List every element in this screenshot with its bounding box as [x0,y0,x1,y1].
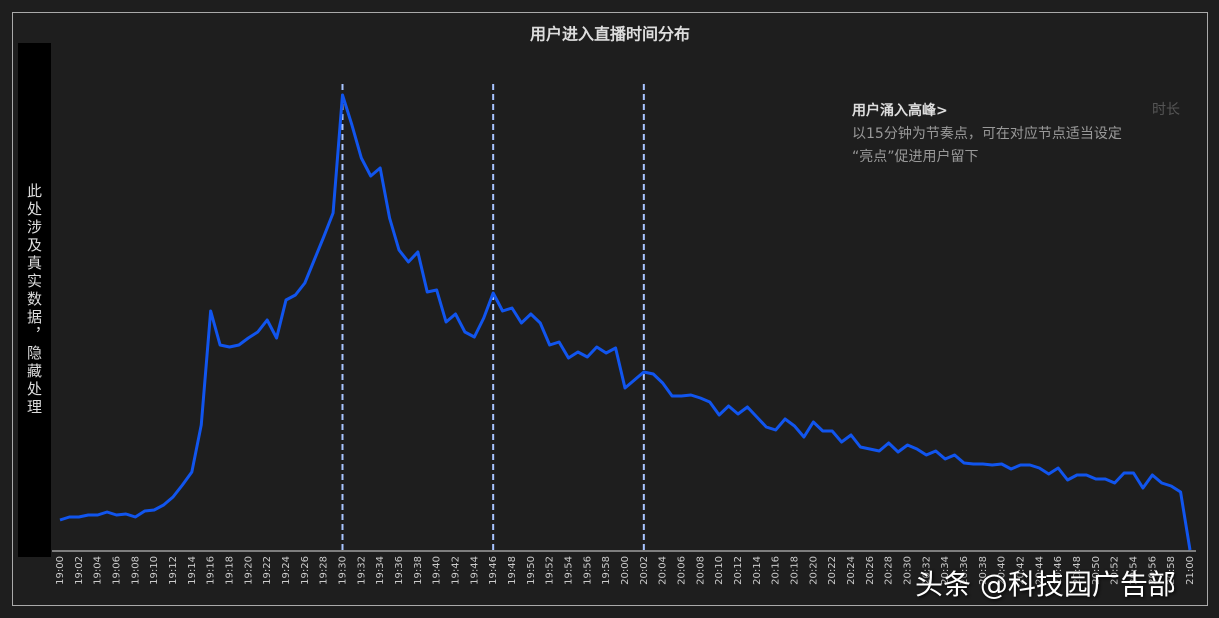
x-tick-label: 19:40 [432,556,443,585]
x-tick-label: 21:00 [1185,556,1196,585]
x-tick-label: 20:18 [790,556,801,585]
annotation: 用户涌入高峰> 以15分钟为节奏点，可在对应节点适当设定 “亮点”促进用户留下 [852,100,1122,169]
x-tick-label: 20:46 [1053,556,1064,585]
x-tick-label: 20:56 [1147,556,1158,585]
x-tick-label: 19:38 [413,556,424,585]
x-tick-label: 20:22 [827,556,838,585]
x-tick-label: 19:18 [225,556,236,585]
x-tick-label: 20:52 [1110,556,1121,585]
x-tick-label: 19:48 [507,556,518,585]
watermark: 头条 @科技园广告部 [915,568,1176,601]
x-tick-label: 19:04 [93,556,104,585]
x-tick-label: 19:06 [112,556,123,585]
hidden-note-box: 此处涉及真实数据，隐藏处理 [18,43,51,557]
x-tick-label: 19:08 [130,556,141,585]
x-tick-label: 20:20 [808,556,819,585]
annotation-line: 以15分钟为节奏点，可在对应节点适当设定 [852,126,1122,142]
x-tick-label: 19:56 [582,556,593,585]
x-tick-label: 20:10 [714,556,725,585]
x-tick-label: 19:12 [168,556,179,585]
x-tick-label: 19:28 [319,556,330,585]
x-tick-label: 20:16 [771,556,782,585]
x-tick-label: 19:24 [281,556,292,585]
x-tick-label: 19:16 [206,556,217,585]
x-tick-label: 19:32 [356,556,367,585]
hidden-note: 此处涉及真实数据，隐藏处理 [25,183,43,417]
x-tick-label: 19:36 [394,556,405,585]
x-tick-label: 19:46 [488,556,499,585]
x-tick-label: 19:54 [564,556,575,585]
x-tick-label: 20:12 [733,556,744,585]
x-tick-label: 20:44 [1034,556,1045,585]
frame [12,12,1208,606]
x-tick-label: 20:48 [1072,556,1083,585]
x-tick-label: 19:42 [451,556,462,585]
x-tick-label: 19:30 [338,556,349,585]
x-tick-label: 20:40 [997,556,1008,585]
x-tick-label: 19:58 [601,556,612,585]
x-tick-label: 20:54 [1129,556,1140,585]
annotation-line: “亮点”促进用户留下 [852,149,979,165]
x-tick-label: 19:34 [375,556,386,585]
x-tick-label: 20:50 [1091,556,1102,585]
x-tick-label: 20:04 [658,556,669,585]
x-tick-label: 19:02 [74,556,85,585]
x-tick-label: 19:26 [300,556,311,585]
line [59,93,1192,551]
x-tick-label: 19:22 [262,556,273,585]
x-tick-label: 20:28 [884,556,895,585]
annotation-title: 用户涌入高峰> [852,103,948,119]
x-tick-label: 20:02 [639,556,650,585]
x-tick-label: 19:44 [469,556,480,585]
x-tick-label: 19:00 [55,556,66,585]
x-tick-label: 20:34 [940,556,951,585]
x-tick-label: 20:30 [903,556,914,585]
x-tick-label: 20:26 [865,556,876,585]
x-tick-label: 20:38 [978,556,989,585]
x-tick-label: 20:58 [1166,556,1177,585]
x-tick-label: 20:32 [921,556,932,585]
x-tick-label: 20:14 [752,556,763,585]
x-tick-label: 20:06 [677,556,688,585]
x-tick-label: 19:50 [526,556,537,585]
x-tick-label: 20:08 [695,556,706,585]
chart-title: 用户进入直播时间分布 [530,25,690,44]
x-tick-label: 20:36 [959,556,970,585]
x-tick-label: 20:00 [620,556,631,585]
x-tick-label: 20:24 [846,556,857,585]
x-tick-label: 19:10 [149,556,160,585]
x-tick-label: 19:20 [243,556,254,585]
x-tick-label: 20:42 [1016,556,1027,585]
x-tick-label: 19:14 [187,556,198,585]
x-tick-label: 19:52 [545,556,556,585]
corner-label: 时长 [1152,102,1180,118]
